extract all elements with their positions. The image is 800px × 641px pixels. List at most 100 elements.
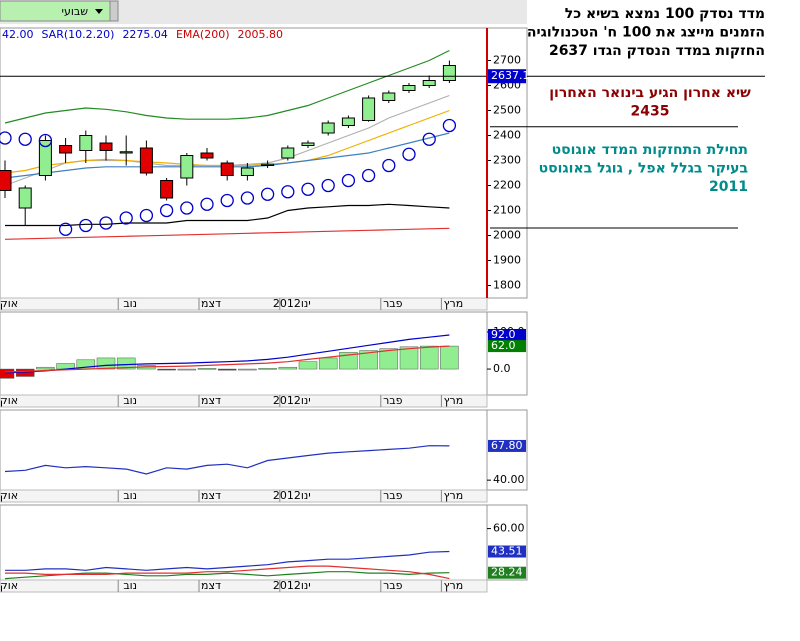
- annotation-text: תחילת התחזקות המדד אוגוסט: [552, 142, 748, 158]
- candle-body: [301, 142, 315, 146]
- annotation-text: שיא אחרון הגיע בינואר האחרון: [549, 85, 751, 101]
- x-tick-label: דצמ: [201, 394, 221, 407]
- histogram-bar: [96, 357, 116, 370]
- x-axis-strip: [0, 579, 488, 593]
- y-tick-label: 2400: [493, 129, 521, 142]
- candle-body: [321, 122, 335, 134]
- x-tick-label: פבר: [383, 489, 403, 502]
- last-value-label: 92.0: [491, 328, 516, 341]
- y-tick-label: 2300: [493, 154, 521, 167]
- histogram-bar: [258, 368, 277, 370]
- histogram-bar: [217, 368, 237, 371]
- y-tick-label: 60.00: [493, 522, 525, 535]
- candle-body: [139, 147, 153, 174]
- y-tick-label: 0.0: [493, 362, 511, 375]
- sar-dot: [220, 193, 234, 208]
- x-tick-label: מרץ: [444, 394, 464, 407]
- annotation-text: הזמנים מייצג את 100 ח' הטכנולוגיה: [527, 25, 765, 41]
- indicator-readout: EMA(200): [176, 28, 230, 41]
- last-value-label: 43.51: [491, 545, 523, 558]
- candle-body: [281, 147, 295, 159]
- histogram-bar: [116, 357, 136, 370]
- sar-dot: [79, 218, 93, 233]
- value-badge: [488, 328, 526, 341]
- sar-dot: [180, 201, 194, 215]
- value-badge: [488, 340, 526, 353]
- candle-body: [18, 187, 32, 209]
- candle-body: [59, 145, 73, 154]
- histogram-bar: [318, 357, 338, 370]
- indicator-readout: 2005.80: [237, 28, 283, 41]
- y-tick-label: 1800: [493, 279, 521, 292]
- candle-body: [38, 140, 52, 176]
- x-tick-label: 2012ינו: [273, 297, 311, 310]
- y-tick-label: 40.00: [493, 473, 525, 486]
- histogram-bar: [379, 348, 399, 370]
- x-tick-label: 2012ינו: [273, 489, 311, 502]
- x-tick-label: אוק: [0, 579, 18, 592]
- sar-dot: [442, 118, 457, 133]
- histogram-bar: [440, 345, 459, 370]
- indicator-line: [5, 203, 450, 227]
- x-tick-label: דצמ: [201, 297, 221, 310]
- indicator-line: [4, 571, 450, 580]
- x-tick-label: מרץ: [444, 489, 464, 502]
- x-axis-strip: [0, 297, 488, 311]
- candle-body: [362, 97, 376, 121]
- x-tick-label: 2012ינו: [273, 394, 311, 407]
- x-tick-label: דצמ: [201, 579, 221, 592]
- histogram-bar: [36, 366, 55, 370]
- x-tick-label: פבר: [383, 297, 403, 310]
- period-label: שבועי: [62, 5, 89, 18]
- x-tick-label: נוב: [123, 297, 137, 310]
- x-axis-strip: [0, 489, 488, 503]
- last-value-label: 28.24: [491, 566, 523, 579]
- x-tick-label: פבר: [383, 394, 403, 407]
- annotation-text: 2435: [631, 104, 670, 120]
- candle-body: [99, 142, 113, 151]
- indicator-line: [5, 565, 450, 580]
- annotation-text: 2011: [709, 179, 748, 195]
- histogram-bar: [0, 368, 15, 379]
- sar-dot: [281, 185, 295, 199]
- indicator-line: [4, 334, 450, 374]
- x-tick-label: אוק: [0, 394, 18, 407]
- annotation-text: מדד נסדק 100 נמצא בשיא כל: [565, 6, 765, 22]
- sar-dot: [382, 158, 396, 173]
- candle-body: [240, 167, 254, 176]
- candle-body: [119, 151, 133, 154]
- candle-body: [220, 162, 234, 176]
- sar-dot: [119, 211, 133, 225]
- sar-dot: [402, 147, 416, 161]
- y-tick-label: 2200: [493, 179, 521, 192]
- candle-body: [442, 65, 456, 81]
- sar-dot: [159, 203, 174, 218]
- x-tick-label: 2012ינו: [273, 579, 311, 592]
- x-tick-label: מרץ: [444, 297, 464, 310]
- y-tick-label: 2700: [493, 54, 521, 67]
- dropdown-arrow: [95, 9, 103, 14]
- indicator-line: [4, 49, 450, 124]
- period-select[interactable]: [0, 0, 111, 22]
- x-tick-label: מרץ: [444, 579, 464, 592]
- indicator-line: [4, 227, 450, 240]
- x-tick-label: דצמ: [201, 489, 221, 502]
- last-value-label: 62.0: [491, 339, 516, 352]
- toolbar-button[interactable]: [109, 0, 119, 22]
- annotation-text: בעיקר בגלל אפל , גוגל באוגוסט: [539, 161, 748, 177]
- histogram-bar: [339, 352, 358, 370]
- sar-dot: [422, 132, 436, 146]
- value-badge: [488, 545, 526, 558]
- indicator-line: [5, 550, 450, 571]
- sar-dot: [99, 216, 113, 230]
- x-tick-label: אוק: [0, 489, 18, 502]
- candle-body: [402, 85, 416, 91]
- candle-body: [160, 180, 174, 199]
- candle-body: [0, 170, 12, 191]
- indicator-line: [4, 445, 450, 475]
- x-tick-label: נוב: [123, 394, 137, 407]
- sar-dot: [200, 197, 214, 211]
- histogram-bar: [278, 366, 298, 370]
